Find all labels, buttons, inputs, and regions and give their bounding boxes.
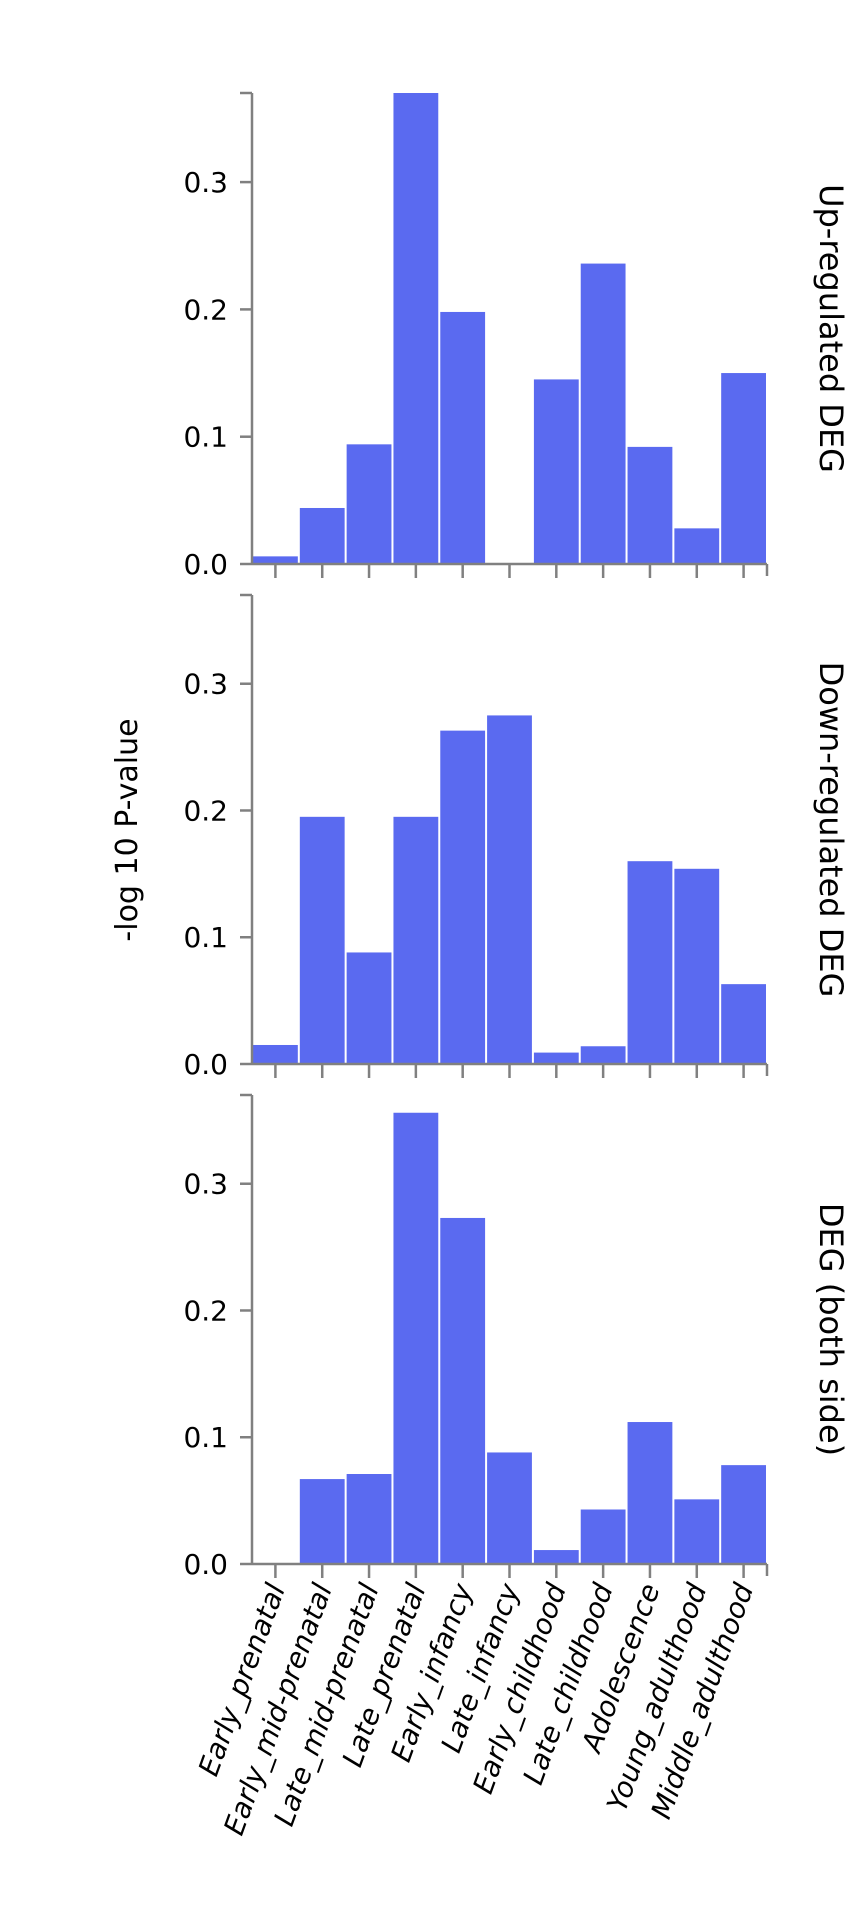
bar <box>393 1112 439 1564</box>
bar <box>533 1550 579 1564</box>
bar <box>627 1422 673 1564</box>
bars-layer <box>253 93 766 1564</box>
bar <box>393 93 439 564</box>
bar <box>721 373 766 564</box>
bar <box>721 984 766 1064</box>
axes-layer <box>240 91 769 1578</box>
y-tick-label: 0.3 <box>183 166 228 199</box>
bar <box>299 507 345 564</box>
bar <box>440 1217 486 1564</box>
bar <box>674 868 720 1064</box>
y-tick-label: 0.0 <box>183 548 228 581</box>
bar <box>346 1474 392 1564</box>
y-tick-label: 0.2 <box>183 1294 228 1327</box>
y-tick-label: 0.2 <box>183 794 228 827</box>
bar <box>487 1452 532 1564</box>
bar <box>627 446 673 564</box>
bar <box>253 556 298 564</box>
y-axis-label: -log 10 P-value <box>110 718 145 941</box>
bar <box>299 1479 345 1564</box>
bar <box>674 1499 720 1564</box>
y-tick-label: 0.1 <box>183 1421 228 1454</box>
y-tick-label: 0.1 <box>183 421 228 454</box>
y-tick-label: 0.0 <box>183 1548 228 1581</box>
bar <box>253 1044 298 1064</box>
bar <box>440 730 486 1064</box>
y-tick-label: 0.1 <box>183 921 228 954</box>
bar <box>627 861 673 1064</box>
facet-label: Down-regulated DEG <box>812 662 850 998</box>
bar <box>580 263 626 564</box>
y-tick-label: 0.0 <box>183 1048 228 1081</box>
bar <box>580 1509 626 1564</box>
bar <box>346 952 392 1064</box>
facet-label: Up-regulated DEG <box>812 184 850 473</box>
bar <box>487 715 532 1064</box>
bar <box>299 816 345 1064</box>
bar <box>533 379 579 564</box>
bar <box>580 1046 626 1064</box>
facet-label: DEG (both side) <box>812 1203 850 1456</box>
y-tick-label: 0.3 <box>183 1168 228 1201</box>
y-tick-label: 0.2 <box>183 293 228 326</box>
bar <box>674 528 720 564</box>
bar <box>393 816 439 1064</box>
bar <box>440 311 486 564</box>
bar <box>346 444 392 564</box>
bar <box>533 1052 579 1064</box>
bar <box>721 1465 766 1564</box>
y-tick-label: 0.3 <box>183 668 228 701</box>
